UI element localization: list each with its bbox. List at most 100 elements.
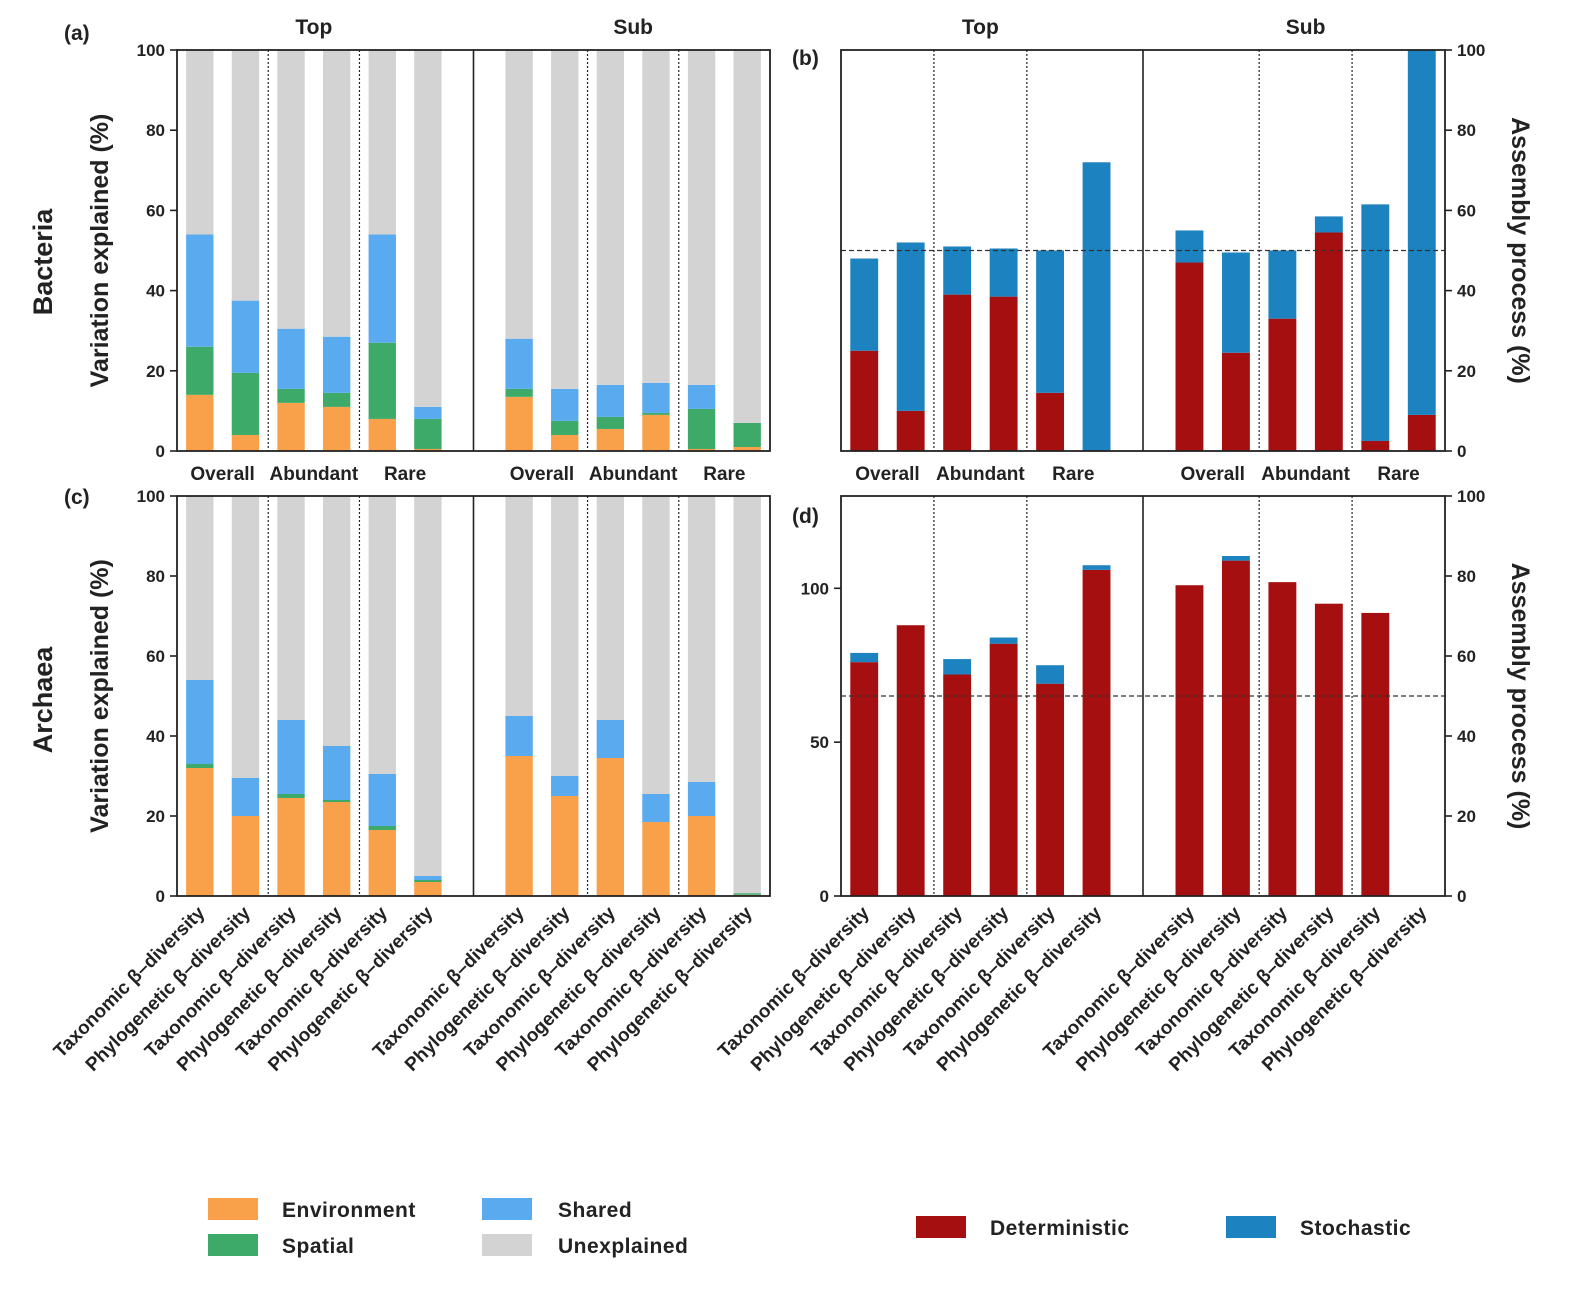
- bar-stochastic-1: [896, 242, 925, 411]
- bar-environment-8: [596, 428, 625, 451]
- bar-shared-6: [505, 716, 533, 756]
- subgroup-label-3: Overall: [510, 464, 574, 485]
- bar-deterministic-10: [1361, 440, 1390, 452]
- bar-deterministic-7: [1221, 560, 1250, 896]
- bar-unexplained-5: [414, 50, 442, 407]
- legend-label-stochastic: Stochastic: [1300, 1217, 1411, 1240]
- bar-unexplained-5: [414, 496, 442, 876]
- bar-environment-7: [551, 796, 579, 896]
- left-tick-label-3: 60: [146, 201, 165, 220]
- bar-stochastic-5: [1082, 565, 1111, 570]
- left-tick-label-4: 80: [146, 567, 165, 586]
- bar-unexplained-7: [551, 496, 579, 776]
- bar-stochastic-3: [989, 248, 1018, 297]
- bar-unexplained-4: [368, 50, 396, 235]
- bar-unexplained-6: [505, 50, 533, 339]
- bar-unexplained-9: [642, 496, 670, 794]
- bar-spatial-2: [277, 388, 305, 403]
- bar-deterministic-7: [1221, 352, 1250, 451]
- row-label-bacteria: Bacteria: [28, 208, 58, 316]
- bar-unexplained-2: [277, 50, 305, 329]
- bar-stochastic-6: [1175, 230, 1204, 263]
- bar-stochastic-3: [989, 637, 1018, 644]
- bar-shared-4: [368, 234, 396, 343]
- bar-environment-5: [414, 882, 442, 896]
- subgroup-label-4: Abundant: [1261, 464, 1350, 485]
- bar-environment-7: [551, 434, 579, 451]
- bar-unexplained-8: [596, 496, 625, 720]
- bar-shared-1: [231, 300, 260, 373]
- bar-environment-10: [687, 449, 716, 451]
- bar-spatial-6: [505, 388, 533, 397]
- bar-spatial-5: [414, 880, 442, 882]
- plot-frame: [176, 49, 771, 452]
- bar-stochastic-9: [1314, 216, 1343, 233]
- row-label-archaea: Archaea: [28, 646, 58, 754]
- bar-stochastic-2: [943, 659, 972, 675]
- bar-environment-2: [277, 402, 305, 451]
- bar-stochastic-4: [1036, 250, 1065, 393]
- legend-swatch-deterministic: [916, 1216, 966, 1238]
- bar-deterministic-1: [896, 625, 925, 896]
- panel-d: 0 50 100 0 20 40 60 80 100 Assembly process (%) (d…: [714, 487, 1534, 1076]
- bar-environment-3: [322, 802, 351, 896]
- subgroup-label-5: Rare: [1377, 464, 1419, 485]
- left-tick-label-0: 0: [820, 887, 829, 906]
- panel-a: 0 20 40 60 80 100 Variation explained (%) (a) To…: [64, 16, 771, 485]
- bar-shared-5: [414, 406, 442, 419]
- bar-unexplained-10: [687, 496, 716, 782]
- left-tick-label-3: 60: [146, 647, 165, 666]
- right-tick-label-2: 40: [1457, 727, 1476, 746]
- bar-stochastic-4: [1036, 665, 1065, 684]
- plot-frame: [840, 49, 1446, 452]
- bar-environment-4: [368, 830, 396, 896]
- bar-unexplained-4: [368, 496, 396, 774]
- bar-spatial-11: [733, 422, 761, 447]
- bar-shared-9: [642, 794, 670, 822]
- left-tick-label-0: 0: [156, 442, 165, 461]
- bar-deterministic-2: [943, 674, 972, 896]
- left-tick-label-4: 80: [146, 121, 165, 140]
- left-tick-label-5: 100: [137, 41, 165, 60]
- bar-shared-8: [596, 384, 625, 417]
- bar-stochastic-7: [1221, 252, 1250, 353]
- subgroup-label-4: Abundant: [589, 464, 678, 485]
- bar-spatial-8: [596, 416, 625, 429]
- bar-shared-10: [687, 384, 716, 409]
- legend-label-environment: Environment: [282, 1199, 416, 1222]
- legend-label-unexplained: Unexplained: [558, 1235, 688, 1258]
- bar-deterministic-8: [1268, 582, 1297, 896]
- subgroup-label-0: Overall: [855, 464, 919, 485]
- subgroup-label-1: Abundant: [270, 464, 359, 485]
- right-tick-label-5: 100: [1457, 487, 1485, 506]
- bar-unexplained-1: [231, 50, 260, 301]
- panel-b: 0 20 40 60 80 100 Assembly process (%) (b) Top Su…: [792, 16, 1534, 485]
- bar-deterministic-4: [1036, 392, 1065, 451]
- legend-label-shared: Shared: [558, 1199, 632, 1222]
- right-tick-label-3: 60: [1457, 647, 1476, 666]
- bar-environment-3: [322, 406, 351, 451]
- bar-unexplained-11: [733, 50, 761, 423]
- subgroup-label-5: Rare: [703, 464, 745, 485]
- bar-shared-6: [505, 338, 533, 389]
- panel-label: (b): [792, 47, 819, 70]
- legend-label-deterministic: Deterministic: [990, 1217, 1130, 1240]
- bar-spatial-3: [322, 800, 351, 802]
- right-tick-label-0: 0: [1457, 887, 1466, 906]
- bar-deterministic-8: [1268, 318, 1297, 451]
- plot-frame: [176, 495, 771, 897]
- bar-shared-2: [277, 720, 305, 794]
- legend-swatch-environment: [208, 1198, 258, 1220]
- bar-environment-6: [505, 396, 533, 452]
- right-tick-label-1: 20: [1457, 362, 1476, 381]
- subgroup-label-3: Overall: [1180, 464, 1244, 485]
- bar-spatial-2: [277, 794, 305, 798]
- right-tick-label-2: 40: [1457, 282, 1476, 301]
- bar-unexplained-1: [231, 496, 260, 778]
- bar-shared-7: [551, 776, 579, 796]
- group-title-top: Top: [295, 16, 332, 39]
- bar-environment-8: [596, 758, 625, 896]
- group-title-sub: Sub: [613, 16, 653, 39]
- bar-deterministic-10: [1361, 612, 1390, 896]
